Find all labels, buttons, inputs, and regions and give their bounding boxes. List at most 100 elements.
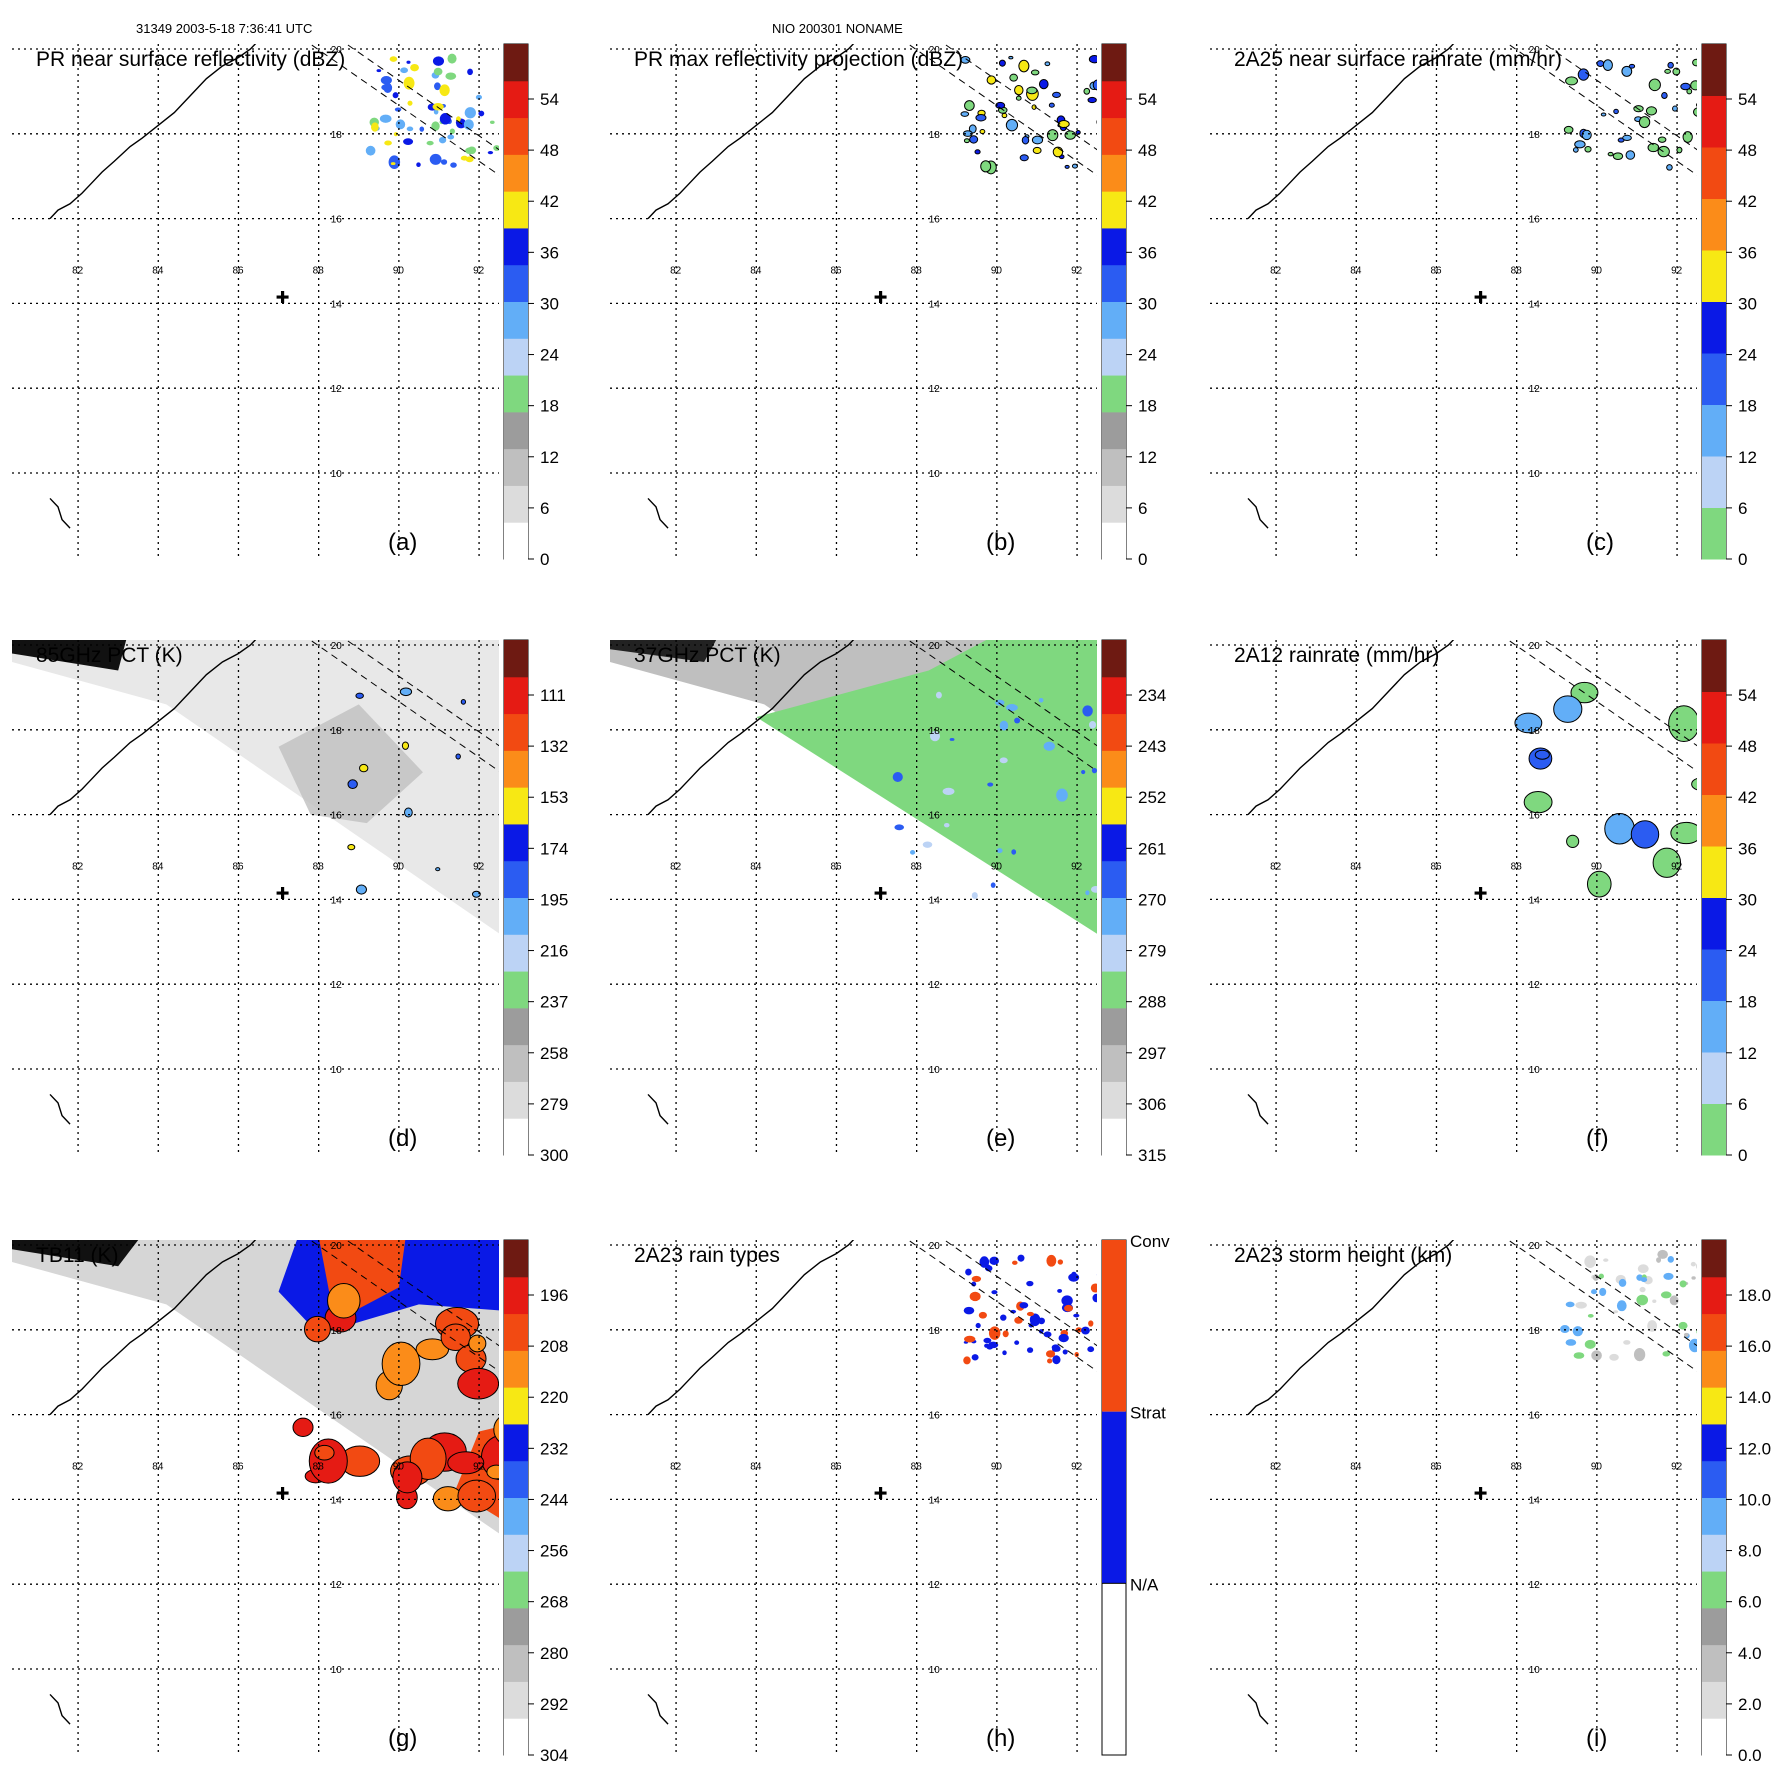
colorbar-label: 174 [540,839,568,858]
rain-cell [1073,1313,1080,1318]
rain-cell [1087,1346,1095,1353]
lat-label: 14 [929,895,941,906]
lon-label: 82 [72,862,84,873]
colorbar-swatch [504,1423,528,1462]
rain-cell [963,138,970,144]
coastline [647,640,855,816]
rain-cell [1584,1339,1596,1349]
lat-label: 12 [929,384,941,395]
lat-label: 16 [929,215,941,226]
panel-letter: (a) [388,529,417,556]
map-f [1210,640,1697,1155]
rain-cell [1565,1301,1575,1308]
rain-cell [432,103,444,111]
colorbar-swatch [1702,95,1726,148]
colorbar-label: 42 [1738,788,1757,807]
colorbar-swatch [1102,1007,1126,1046]
rain-cell [1005,118,1019,132]
colorbar-swatch [504,971,528,1009]
colorbar-label: 54 [1738,686,1757,705]
lat-label: 20 [331,641,343,652]
lat-label: 18 [1529,130,1541,141]
colorbar-swatch [1102,117,1126,155]
rain-cell [1002,1330,1009,1338]
swath-edge [1543,44,1697,151]
colorbar-label: 208 [540,1337,568,1356]
sri-lanka-coast [647,1693,669,1725]
colorbar-swatch [1702,44,1726,96]
rain-cell [1088,55,1097,64]
colorbar-swatch [504,411,528,450]
rain-cell [1056,788,1068,802]
colorbar-swatch [504,80,528,119]
swath-edge [1507,640,1697,772]
rain-cell [1087,96,1097,104]
lon-label: 82 [72,1462,84,1473]
lat-label: 18 [1529,726,1541,737]
rain-cell [303,1315,331,1343]
rain-cell [1676,146,1683,154]
colorbar-label: 30 [1138,294,1157,313]
lat-label: 18 [331,130,343,141]
rain-cell [964,100,975,111]
colorbar-label: 18 [1738,993,1757,1012]
colorbar-label: 48 [1138,141,1157,160]
rain-cell [1672,67,1681,76]
rain-cell [971,1275,982,1283]
rain-cell [403,76,415,90]
rain-cell [478,110,485,117]
colorbar-swatch [1102,375,1126,413]
swath-edge [907,1240,1097,1372]
colorbar-label: 232 [540,1439,568,1458]
lon-label: 84 [1350,1462,1362,1473]
rain-cell [1009,73,1018,82]
rain-cell [1534,749,1550,760]
rain-cell [1523,791,1553,814]
rain-cell [1046,1254,1057,1267]
colorbar-swatch [1702,456,1726,508]
colorbar-swatch [504,1460,528,1498]
rain-cell [1633,1348,1646,1362]
sri-lanka-coast [49,497,71,529]
rain-cell [383,82,393,94]
storm-center-marker [276,887,289,900]
rain-cell [1014,1340,1020,1345]
rain-cell [1514,712,1543,734]
colorbar-swatch [504,1313,528,1351]
rain-cell [999,757,1008,764]
rain-cell [1656,1257,1662,1263]
rain-cell [949,737,955,741]
lon-label: 88 [911,1462,923,1473]
rain-cell [1628,63,1636,69]
rain-cell [1572,1326,1583,1337]
lon-label: 88 [911,266,923,277]
rain-cell [1586,870,1612,898]
colorbar-label: 6 [1138,499,1147,518]
colorbar-label: 279 [540,1095,568,1114]
colorbar-swatch [504,227,528,266]
map-c [1210,44,1697,559]
colorbar-f: 54 48 42 36 30 24 18 12 6 0 [1701,639,1757,1165]
map-g [12,1240,499,1755]
rain-cell [1612,152,1624,161]
lon-label: 88 [313,862,325,873]
rain-cell [1017,1254,1025,1262]
rain-cell [1621,65,1633,77]
rain-cell [1064,164,1070,169]
land-dark-area [12,1240,139,1267]
rain-cell [1630,820,1660,849]
lon-label: 88 [313,1462,325,1473]
panel-title: PR max reflectivity projection (dBZ) [634,48,963,71]
colorbar-label: 258 [540,1044,568,1063]
rain-cell [971,1354,979,1361]
rain-cell [1690,80,1697,91]
rain-cell [1647,1320,1658,1332]
colorbar-label: 42 [1738,192,1757,211]
rain-cell [447,53,457,64]
lon-label: 86 [232,1462,244,1473]
lon-label: 88 [1511,266,1523,277]
rain-cell [1032,146,1042,155]
colorbar-label: 24 [1738,942,1757,961]
swath-edge [1507,1240,1697,1372]
rain-cell [1082,705,1093,717]
